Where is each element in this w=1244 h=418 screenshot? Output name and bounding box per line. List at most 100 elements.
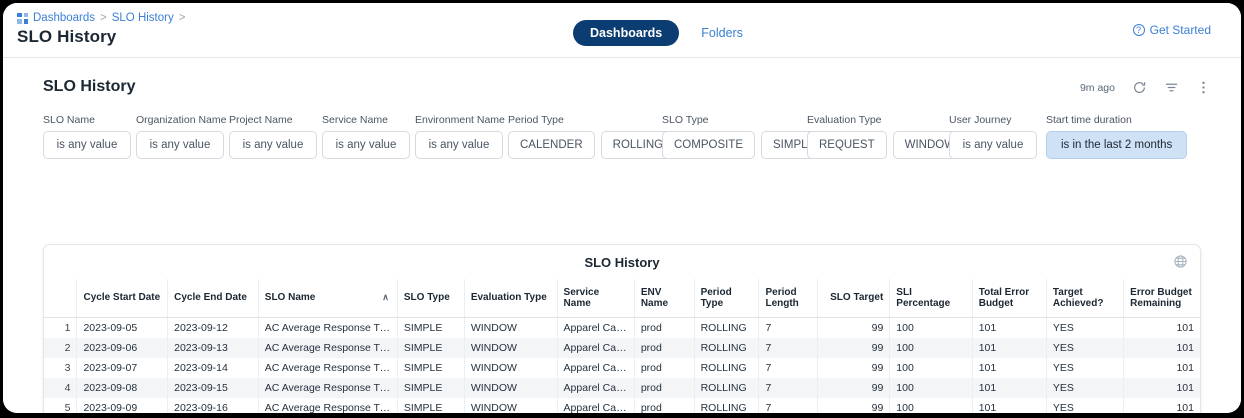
- column-header-error-budget-remaining[interactable]: Error Budget Remaining: [1123, 279, 1200, 318]
- table-row[interactable]: 2 2023-09-06 2023-09-13 AC Average Response…: [44, 337, 1200, 358]
- nav-tabs: Dashboards Folders: [573, 20, 743, 46]
- filter-icon[interactable]: [1164, 80, 1179, 95]
- slo-history-table-card: SLO History: [43, 244, 1201, 413]
- column-header-env-name[interactable]: ENV Name: [633, 279, 695, 318]
- cell-achieved: YES: [1045, 337, 1124, 358]
- filter-value-user-journey[interactable]: is any value: [949, 131, 1037, 159]
- cell-slo_type: SIMPLE: [396, 337, 465, 358]
- column-header-slo-type[interactable]: SLO Type: [396, 279, 465, 318]
- filter-label: User Journey: [949, 114, 1012, 126]
- cell-achieved: YES: [1045, 377, 1124, 398]
- dashboard-body: SLO History 9m ago: [3, 72, 1241, 413]
- cell-achieved: YES: [1045, 317, 1124, 338]
- filter-evaluation-type: Evaluation Type REQUEST WINDOW: [807, 114, 968, 159]
- filter-option-request[interactable]: REQUEST: [807, 131, 887, 159]
- cell-eb_remain: 101: [1123, 317, 1200, 338]
- filter-service-name: Service Name is any value: [322, 114, 410, 159]
- get-started-button[interactable]: ? Get Started: [1132, 23, 1211, 37]
- filter-organization-name: Organization Name is any value: [136, 114, 226, 159]
- cell-period_len: 7: [758, 337, 818, 358]
- filter-label: SLO Name: [43, 114, 95, 126]
- tab-folders[interactable]: Folders: [701, 26, 743, 40]
- grid-icon: [17, 12, 28, 24]
- cell-achieved: YES: [1045, 397, 1124, 413]
- cell-slo_target: 99: [817, 377, 890, 398]
- cell-eb_remain: 101: [1123, 337, 1200, 358]
- cell-idx: 5: [64, 401, 71, 414]
- filter-value-start-time-duration[interactable]: is in the last 2 months: [1046, 131, 1188, 159]
- cell-eval_type: WINDOW: [463, 377, 558, 398]
- table-row[interactable]: 5 2023-09-09 2023-09-16 AC Average Response…: [44, 397, 1200, 414]
- filter-label: SLO Type: [662, 114, 709, 126]
- column-header-evaluation-type[interactable]: Evaluation Type: [463, 279, 558, 318]
- globe-icon[interactable]: [1173, 254, 1188, 269]
- cell-slo_name: AC Average Response Time: [257, 357, 398, 378]
- cell-end: 2023-09-15: [167, 377, 259, 398]
- cell-slo_type: SIMPLE: [396, 397, 465, 413]
- filter-value-service-name[interactable]: is any value: [322, 131, 410, 159]
- cell-total_eb: 101: [971, 317, 1047, 338]
- column-header-service-name[interactable]: Service Name: [556, 279, 635, 318]
- filter-label: Evaluation Type: [807, 114, 882, 126]
- column-header-cycle-start-date[interactable]: Cycle Start Date: [76, 279, 168, 318]
- filter-value-project-name[interactable]: is any value: [229, 131, 317, 159]
- cell-end: 2023-09-14: [167, 357, 259, 378]
- cell-service: Apparel Catal…: [556, 337, 635, 358]
- cell-end: 2023-09-16: [167, 397, 259, 413]
- column-header-total-error-budget[interactable]: Total Error Budget: [971, 279, 1047, 318]
- cell-sli_pct: 100: [889, 317, 973, 338]
- cell-start: 2023-09-08: [76, 377, 168, 398]
- cell-total_eb: 101: [971, 397, 1047, 413]
- breadcrumb: Dashboards > SLO History >: [17, 12, 185, 24]
- column-header-period-type[interactable]: Period Type: [693, 279, 759, 318]
- question-circle-icon: ?: [1132, 24, 1145, 36]
- page-title: SLO History: [17, 27, 117, 46]
- cell-idx: 2: [64, 341, 71, 354]
- filter-option-composite[interactable]: COMPOSITE: [662, 131, 756, 159]
- cell-sli_pct: 100: [889, 337, 973, 358]
- table-row[interactable]: 4 2023-09-08 2023-09-15 AC Average Response…: [44, 377, 1200, 398]
- breadcrumb-item-slo-history[interactable]: SLO History: [111, 12, 174, 24]
- cell-slo_type: SIMPLE: [396, 377, 465, 398]
- cell-env: prod: [633, 337, 695, 358]
- column-header-index: [44, 279, 77, 318]
- filter-option-calender[interactable]: CALENDER: [508, 131, 595, 159]
- column-header-period-length[interactable]: Period Length: [758, 279, 818, 318]
- cell-start: 2023-09-07: [76, 357, 168, 378]
- top-bar: Dashboards > SLO History > SLO History D…: [3, 3, 1241, 58]
- app-window: Dashboards > SLO History > SLO History D…: [3, 3, 1241, 413]
- cell-idx: 1: [64, 321, 71, 334]
- column-header-slo-name[interactable]: ∧ SLO Name: [257, 279, 398, 318]
- cell-eb_remain: 101: [1123, 397, 1200, 413]
- filter-value-slo-name[interactable]: is any value: [43, 131, 131, 159]
- table-row[interactable]: 3 2023-09-07 2023-09-14 AC Average Response…: [44, 357, 1200, 378]
- column-header-slo-name-label: SLO Name: [264, 292, 316, 304]
- table-row[interactable]: 1 2023-09-05 2023-09-12 AC Average Response…: [44, 317, 1200, 338]
- cell-eval_type: WINDOW: [463, 397, 558, 413]
- more-vertical-icon[interactable]: [1196, 80, 1211, 95]
- filter-label: Service Name: [322, 114, 388, 126]
- filter-value-environment-name[interactable]: is any value: [415, 131, 503, 159]
- table-header-row: Cycle Start Date Cycle End Date ∧ SLO Na…: [44, 279, 1200, 318]
- filter-value-organization-name[interactable]: is any value: [136, 131, 224, 159]
- cell-idx: 4: [64, 381, 71, 394]
- table-card-header: SLO History: [44, 245, 1200, 279]
- tab-dashboards[interactable]: Dashboards: [573, 20, 680, 46]
- column-header-slo-target[interactable]: SLO Target: [817, 279, 890, 318]
- cell-slo_name: AC Average Response Time: [257, 377, 398, 398]
- cell-end: 2023-09-13: [167, 337, 259, 358]
- cell-eb_remain: 101: [1123, 357, 1200, 378]
- cell-idx: 3: [64, 361, 71, 374]
- slo-history-table: Cycle Start Date Cycle End Date ∧ SLO Na…: [44, 279, 1200, 413]
- breadcrumb-item-dashboards[interactable]: Dashboards: [33, 12, 96, 24]
- column-header-target-achieved[interactable]: Target Achieved?: [1045, 279, 1124, 318]
- cell-period_type: ROLLING: [693, 377, 759, 398]
- filter-slo-type: SLO Type COMPOSITE SIMPLE: [662, 114, 828, 159]
- breadcrumb-separator-2: >: [178, 12, 186, 24]
- column-header-sli-percentage[interactable]: SLI Percentage: [889, 279, 973, 318]
- cell-total_eb: 101: [971, 337, 1047, 358]
- cell-slo_name: AC Average Response Time: [257, 317, 398, 338]
- column-header-cycle-end-date[interactable]: Cycle End Date: [167, 279, 259, 318]
- filter-environment-name: Environment Name is any value: [415, 114, 505, 159]
- refresh-icon[interactable]: [1132, 80, 1147, 95]
